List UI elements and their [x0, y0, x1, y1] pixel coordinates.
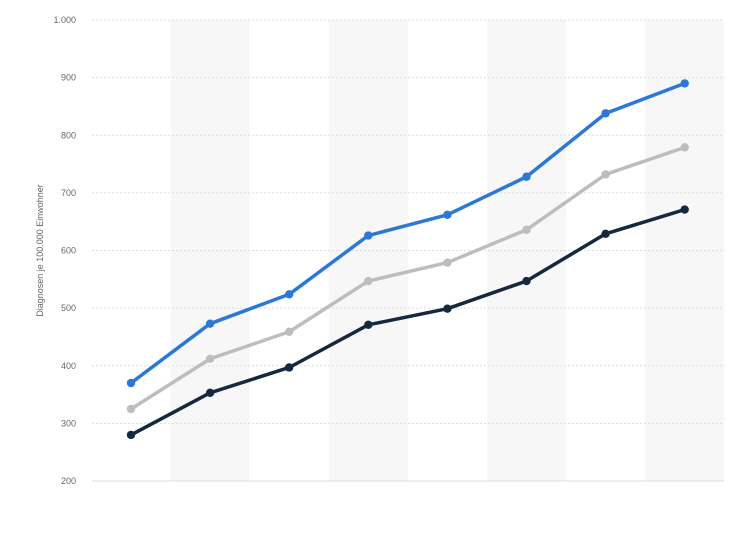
data-point[interactable]	[601, 229, 610, 238]
data-point[interactable]	[126, 430, 136, 440]
y-tick-label: 200	[61, 476, 76, 486]
data-point[interactable]	[126, 404, 136, 414]
series-line-1	[129, 81, 687, 385]
y-tick-label: 900	[61, 73, 76, 83]
data-point[interactable]	[285, 363, 294, 372]
data-point[interactable]	[443, 210, 452, 219]
series-lines	[129, 81, 687, 437]
data-point[interactable]	[680, 205, 689, 214]
series-points	[126, 79, 689, 440]
data-point[interactable]	[680, 143, 689, 152]
data-point[interactable]	[522, 172, 531, 181]
data-point[interactable]	[680, 79, 689, 88]
data-point[interactable]	[601, 170, 610, 179]
series-line-2	[129, 145, 687, 411]
data-point[interactable]	[522, 276, 531, 286]
data-point[interactable]	[443, 304, 452, 313]
data-point[interactable]	[126, 378, 136, 388]
data-point[interactable]	[285, 290, 294, 299]
data-point[interactable]	[205, 388, 215, 398]
y-axis-ticks: 200 300 400 500 600 700 800 900 1.000	[53, 15, 76, 486]
data-point[interactable]	[522, 225, 531, 234]
data-point[interactable]	[205, 354, 215, 364]
series-line-3	[129, 207, 687, 437]
y-tick-label: 500	[61, 303, 76, 313]
data-point[interactable]	[205, 319, 215, 328]
y-tick-label: 700	[61, 188, 76, 198]
data-point[interactable]	[364, 231, 373, 240]
data-point[interactable]	[364, 276, 373, 286]
data-point[interactable]	[601, 109, 610, 118]
y-tick-label: 1.000	[53, 15, 76, 25]
y-tick-label: 400	[61, 361, 76, 371]
y-axis-title: Diagnosen je 100.000 Einwohner	[35, 184, 45, 317]
data-point[interactable]	[285, 327, 294, 336]
y-tick-label: 300	[61, 418, 76, 428]
y-tick-label: 600	[61, 246, 76, 256]
column-band	[486, 20, 567, 481]
data-point[interactable]	[364, 320, 373, 330]
data-point[interactable]	[443, 258, 452, 267]
y-tick-label: 800	[61, 130, 76, 140]
